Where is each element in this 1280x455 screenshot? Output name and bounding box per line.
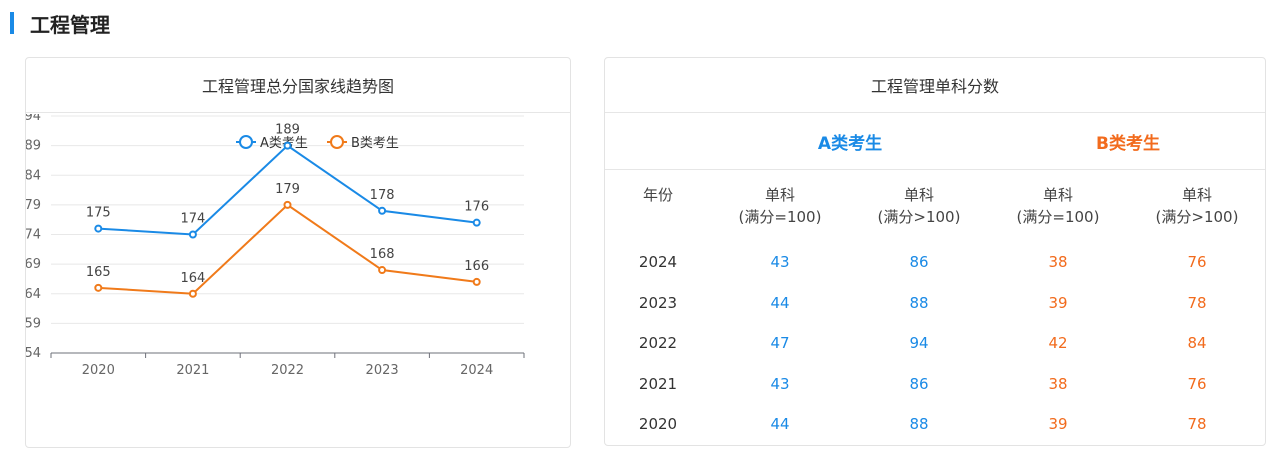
table-row: 2024 43 86 38 76: [605, 242, 1265, 282]
group-header-row: A类考生 B类考生: [605, 113, 1265, 170]
table-title: 工程管理单科分数: [605, 58, 1265, 113]
section-accent-bar: [10, 12, 14, 34]
cell-year: 2024: [638, 253, 678, 271]
data-label: 164: [180, 271, 205, 286]
x-tick-label: 2023: [366, 363, 399, 378]
cell-b1: 39: [1048, 294, 1068, 312]
section-title: 工程管理: [30, 12, 110, 37]
data-point: [94, 283, 103, 292]
y-tick-label: 184: [26, 168, 41, 183]
data-point: [188, 230, 197, 239]
chart-card: 工程管理总分国家线趋势图 154 159 164 169 174 179 184 189 194…: [25, 57, 571, 448]
col-header-line1: 单科: [764, 186, 795, 204]
col-header-b2: 单科 (满分>100): [1127, 184, 1267, 228]
table-row: 2023 44 88 39 78: [605, 283, 1265, 323]
x-tick-label: 2020: [82, 363, 115, 378]
y-tick-label: 179: [26, 198, 41, 213]
cell-b1: 39: [1048, 415, 1068, 433]
cell-a1: 47: [770, 334, 790, 352]
col-header-line2: (满分>100): [877, 208, 961, 226]
x-tick-label: 2024: [460, 363, 493, 378]
data-point: [472, 277, 481, 286]
cell-b2: 76: [1187, 375, 1207, 393]
y-tick-label: 164: [26, 287, 41, 302]
col-header-a2: 单科 (满分>100): [849, 184, 989, 228]
y-tick-label: 169: [26, 257, 41, 272]
cell-b2: 78: [1187, 294, 1207, 312]
cell-a2: 86: [909, 375, 929, 393]
data-point: [94, 224, 103, 233]
data-point: [378, 206, 387, 215]
data-point: [378, 266, 387, 275]
table-row: 2021 43 86 38 76: [605, 364, 1265, 404]
col-header-line1: 单科: [1181, 186, 1212, 204]
group-b-label: B类考生: [1096, 134, 1160, 154]
cell-year: 2022: [638, 334, 678, 352]
cell-b2: 76: [1187, 253, 1207, 271]
line-chart: 154 159 164 169 174 179 184 189 194 2020 2021 2022 2…: [26, 114, 525, 378]
data-label: 189: [275, 123, 300, 138]
cell-b1: 38: [1048, 375, 1068, 393]
data-label: 174: [180, 212, 205, 227]
table-row: 2022 47 94 42 84: [605, 323, 1265, 363]
col-header-a1: 单科 (满分=100): [711, 184, 849, 228]
y-tick-label: 174: [26, 228, 41, 243]
col-header-line2: (满分=100): [738, 208, 822, 226]
cell-a1: 43: [770, 253, 790, 271]
data-label: 168: [370, 247, 395, 262]
col-header-line1: 单科: [1042, 186, 1073, 204]
legend-label: B类考生: [351, 136, 399, 151]
y-tick-label: 154: [26, 346, 41, 361]
y-tick-label: 159: [26, 316, 41, 331]
cell-a1: 43: [770, 375, 790, 393]
cell-year: 2023: [638, 294, 678, 312]
col-header-line2: (满分>100): [1155, 208, 1239, 226]
x-tick-label: 2022: [271, 363, 304, 378]
data-point: [283, 200, 292, 209]
data-point: [188, 289, 197, 298]
col-header-year: 年份: [605, 184, 711, 206]
section-header: 工程管理: [10, 10, 110, 37]
col-header-b1: 单科 (满分=100): [989, 184, 1127, 228]
data-label: 166: [464, 259, 489, 274]
cell-a1: 44: [770, 294, 790, 312]
cell-a2: 94: [909, 334, 929, 352]
cell-b1: 38: [1048, 253, 1068, 271]
data-label: 165: [86, 265, 111, 280]
series-line: [98, 203, 477, 295]
group-a-label: A类考生: [817, 134, 883, 154]
data-point: [472, 218, 481, 227]
y-tick-label: 189: [26, 139, 41, 154]
legend-marker: [330, 135, 344, 149]
x-tick-label: 2021: [176, 363, 209, 378]
cell-a2: 88: [909, 415, 929, 433]
cell-b2: 78: [1187, 415, 1207, 433]
data-label: 178: [370, 188, 395, 203]
data-point: [283, 141, 292, 150]
data-label: 175: [86, 206, 111, 221]
chart-title: 工程管理总分国家线趋势图: [26, 58, 570, 113]
cell-a2: 88: [909, 294, 929, 312]
cell-year: 2020: [638, 415, 678, 433]
cell-b2: 84: [1187, 334, 1207, 352]
col-header-year-text: 年份: [642, 186, 673, 204]
cell-a2: 86: [909, 253, 929, 271]
data-label: 176: [464, 200, 489, 215]
table-row: 2020 44 88 39 78: [605, 404, 1265, 444]
cell-a1: 44: [770, 415, 790, 433]
data-label: 179: [275, 182, 300, 197]
col-header-line1: 单科: [903, 186, 934, 204]
cell-b1: 42: [1048, 334, 1068, 352]
y-tick-label: 194: [26, 114, 41, 124]
legend-marker: [239, 135, 253, 149]
score-table-card: 工程管理单科分数 A类考生 B类考生 年份 单科 (满分=100) 单科 (满分…: [604, 57, 1266, 446]
cell-year: 2021: [638, 375, 678, 393]
col-header-line2: (满分=100): [1016, 208, 1100, 226]
legend-label: A类考生: [260, 136, 308, 151]
